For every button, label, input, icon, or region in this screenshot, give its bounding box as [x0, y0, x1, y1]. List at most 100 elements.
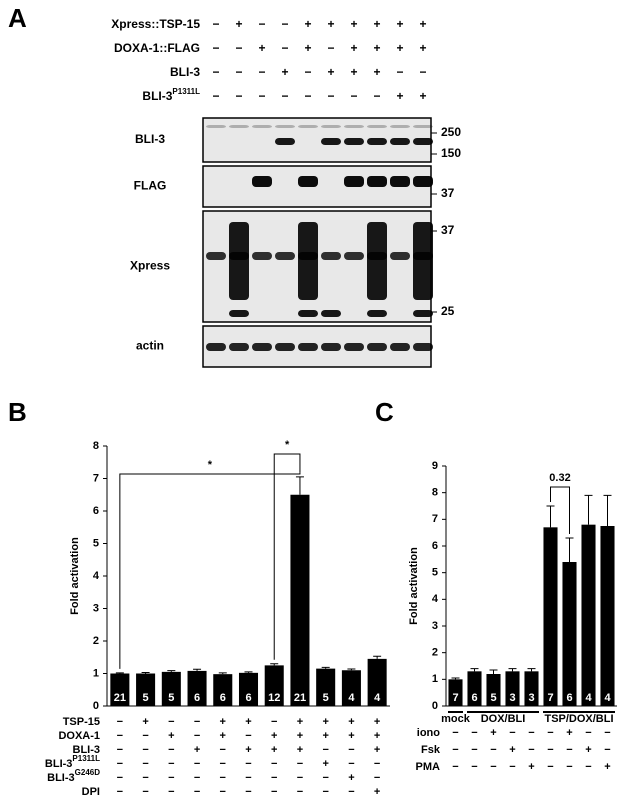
row-label-text: BLI-3	[47, 772, 75, 784]
condition-mark: −	[271, 758, 277, 770]
condition-mark: −	[220, 786, 226, 798]
condition-mark: −	[322, 744, 328, 756]
condition-mark: −	[374, 758, 380, 770]
n-label: 21	[114, 692, 126, 704]
blot-label: FLAG	[134, 179, 167, 193]
condition-mark: −	[528, 744, 534, 756]
condition-mark: +	[304, 17, 311, 31]
error-bar	[193, 668, 202, 671]
marker-label: 25	[441, 304, 455, 318]
y-tick-label: 5	[93, 537, 99, 549]
condition-mark: +	[322, 758, 328, 770]
condition-mark: −	[212, 89, 219, 103]
condition-mark: −	[585, 761, 591, 773]
blot-band	[206, 252, 226, 260]
error-bar	[115, 672, 124, 674]
condition-mark: −	[117, 786, 123, 798]
row-label-text: PMA	[416, 761, 441, 773]
blot-band	[321, 310, 341, 317]
blot-band	[367, 252, 387, 260]
condition-mark: +	[490, 727, 496, 739]
condition-mark: −	[194, 716, 200, 728]
blot-band	[321, 252, 341, 260]
row-label-text: Fsk	[421, 744, 441, 756]
condition-mark: +	[348, 716, 354, 728]
error-bar	[167, 670, 176, 672]
condition-mark: −	[281, 41, 288, 55]
blot-band	[275, 138, 295, 145]
blot-band	[298, 222, 318, 300]
n-label: 6	[220, 692, 226, 704]
condition-mark: +	[297, 716, 303, 728]
condition-mark: −	[258, 89, 265, 103]
y-tick-label: 0	[432, 700, 438, 712]
condition-mark: −	[471, 761, 477, 773]
bar	[467, 671, 482, 706]
condition-mark: −	[168, 772, 174, 784]
bar	[524, 671, 539, 706]
blot-label: BLI-3	[135, 132, 165, 146]
blot-band	[390, 125, 410, 128]
condition-mark: −	[194, 758, 200, 770]
row-label: BLI-3P1311L	[142, 87, 200, 103]
condition-mark: −	[212, 65, 219, 79]
row-label-sup: P1311L	[172, 87, 200, 96]
condition-mark: −	[168, 716, 174, 728]
condition-mark: +	[235, 17, 242, 31]
bar	[562, 562, 577, 706]
condition-mark: −	[350, 89, 357, 103]
condition-mark: −	[194, 786, 200, 798]
condition-mark: +	[374, 786, 380, 798]
y-tick-label: 3	[432, 620, 438, 632]
condition-mark: −	[566, 744, 572, 756]
blot-band	[275, 252, 295, 260]
condition-mark: −	[297, 772, 303, 784]
row-label-text: BLI-3	[45, 758, 73, 770]
condition-mark: −	[471, 744, 477, 756]
condition-mark: −	[168, 786, 174, 798]
bar	[448, 679, 463, 706]
condition-mark: +	[374, 716, 380, 728]
condition-mark: −	[235, 89, 242, 103]
bar	[136, 673, 156, 706]
row-label-text: BLI-3	[73, 744, 101, 756]
row-label-text: DOXA-1::FLAG	[114, 41, 200, 55]
condition-mark: −	[245, 730, 251, 742]
bar	[341, 670, 361, 706]
n-label: 5	[323, 692, 329, 704]
condition-mark: −	[271, 772, 277, 784]
n-label: 6	[245, 692, 251, 704]
condition-mark: −	[271, 786, 277, 798]
bar	[486, 674, 501, 706]
blot-band	[390, 138, 410, 145]
error-bar	[451, 677, 460, 680]
blot-band	[206, 125, 226, 128]
row-label: PMA	[416, 761, 441, 773]
condition-mark: +	[297, 730, 303, 742]
group-label: DOX/BLI	[481, 713, 526, 725]
row-label: DPI	[82, 786, 100, 798]
error-bar	[565, 537, 574, 562]
condition-mark: −	[297, 758, 303, 770]
condition-mark: −	[547, 727, 553, 739]
condition-mark: −	[220, 772, 226, 784]
condition-mark: −	[374, 772, 380, 784]
condition-mark: −	[547, 761, 553, 773]
condition-mark: +	[245, 744, 251, 756]
condition-mark: −	[220, 744, 226, 756]
blot-band	[321, 125, 341, 128]
bar	[110, 673, 130, 706]
blot-band	[367, 343, 387, 351]
bracket	[273, 453, 301, 660]
condition-mark: −	[490, 761, 496, 773]
blot-band	[390, 176, 410, 187]
row-label-text: DOXA-1	[58, 730, 100, 742]
condition-mark: +	[528, 761, 534, 773]
blot-band	[252, 343, 272, 351]
panel-letter: C	[375, 397, 394, 427]
condition-mark: +	[396, 41, 403, 55]
row-label-text: BLI-3	[142, 89, 172, 103]
condition-mark: −	[142, 744, 148, 756]
condition-mark: −	[194, 772, 200, 784]
group-label: mock	[441, 713, 471, 725]
